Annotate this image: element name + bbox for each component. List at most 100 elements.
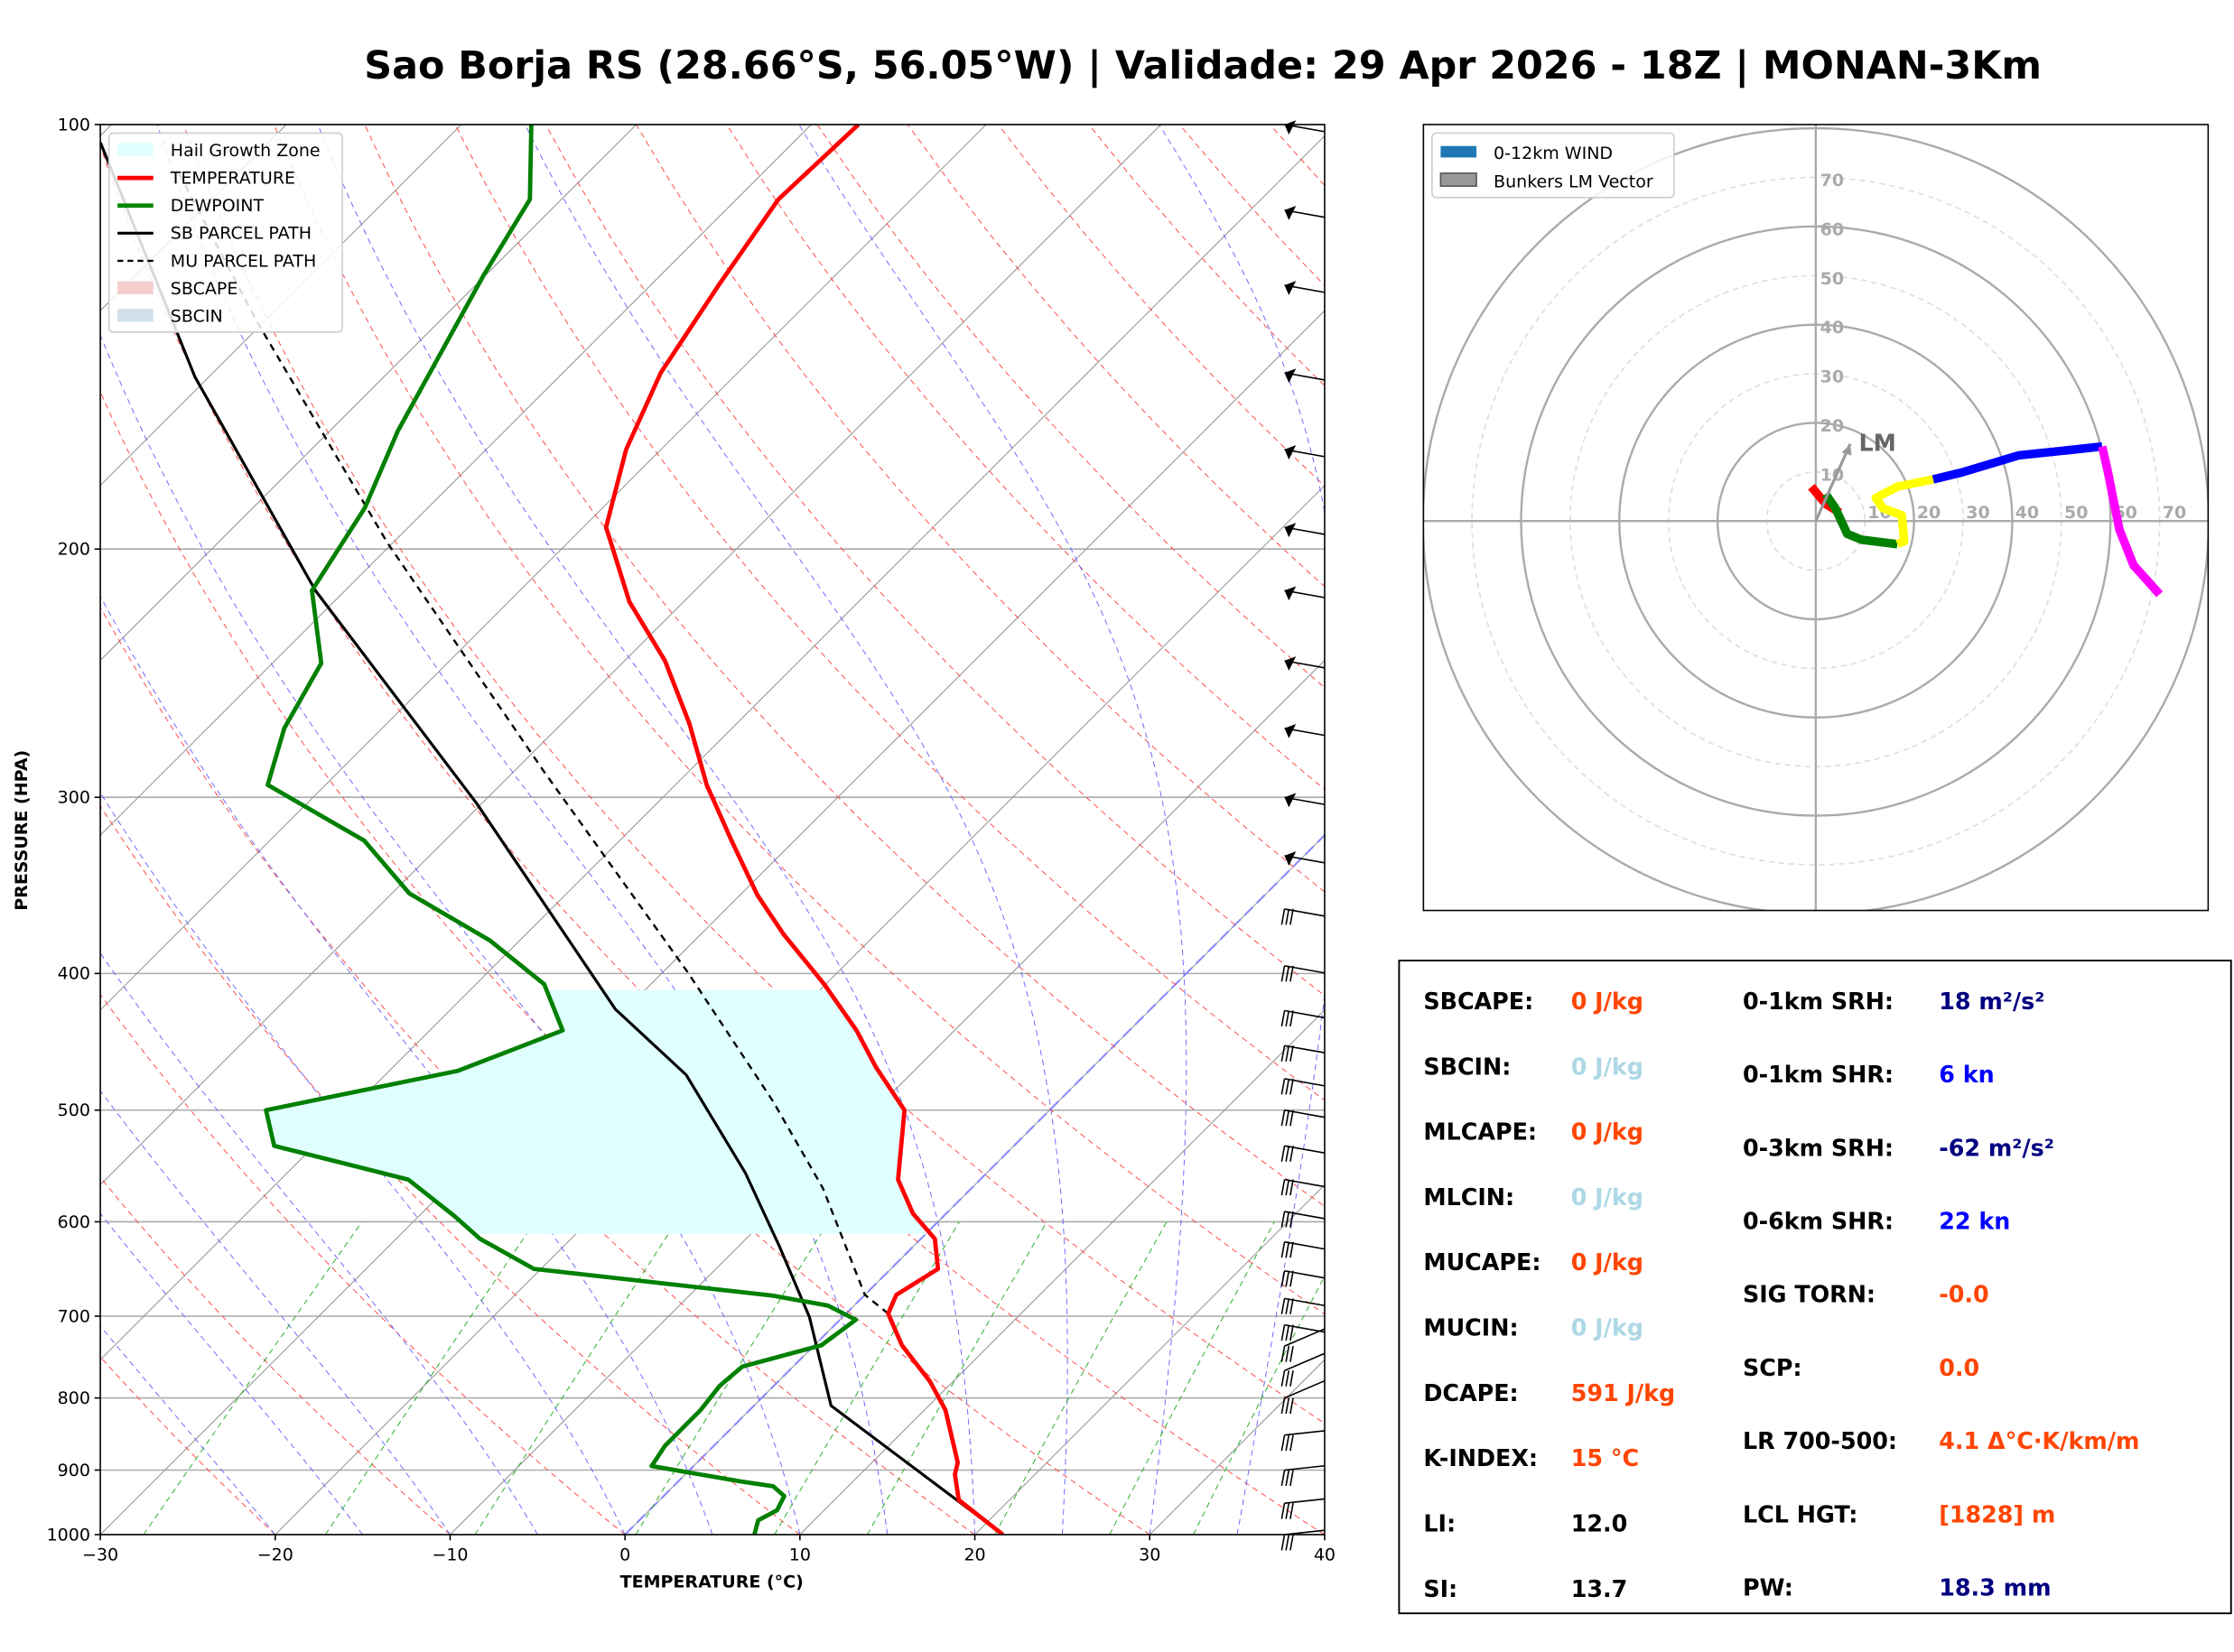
wind-barb [1280, 1109, 1326, 1127]
wind-barb [1284, 281, 1326, 296]
stat-value: [1828] m [1939, 1500, 2055, 1527]
legend-label: Bunkers LM Vector [1494, 172, 1653, 192]
dry-adiabat [454, 124, 1325, 1101]
y-tick-label: 400 [58, 964, 90, 984]
barb-tick [1289, 908, 1294, 925]
wind-barb [1280, 1009, 1326, 1027]
mixing-ratio-line [324, 1221, 535, 1535]
barb-shaft [1284, 1352, 1326, 1371]
wind-barb [1280, 1323, 1326, 1341]
ring-label-horizontal: 70 [2163, 503, 2186, 523]
wind-barb [1280, 1498, 1326, 1519]
hodograph-segment [1821, 491, 1898, 549]
x-tick-label: 30 [1139, 1545, 1160, 1565]
barb-tick [1289, 1298, 1294, 1314]
stat-value: 22 kn [1939, 1208, 2010, 1235]
stat-value: 18 m²/s² [1939, 988, 2044, 1015]
barb-tick [1289, 1078, 1294, 1095]
barb-tick [1285, 1397, 1290, 1415]
stat-label: LCL HGT: [1743, 1500, 1857, 1527]
x-tick-label: 20 [963, 1545, 985, 1565]
barb-tick [1289, 1324, 1294, 1341]
wind-barb [1280, 1297, 1326, 1314]
barb-tick [1280, 1109, 1286, 1127]
wind-barb [1280, 1464, 1326, 1487]
stat-label: K-INDEX: [1423, 1444, 1538, 1471]
barb-shaft [1284, 1044, 1326, 1053]
wind-barb [1284, 723, 1326, 738]
barb-tick [1289, 1397, 1294, 1415]
barb-tick [1289, 1434, 1294, 1452]
barb-flag [1284, 851, 1297, 866]
stat-label: LR 700-500: [1743, 1427, 1897, 1454]
barb-tick [1285, 1109, 1290, 1127]
y-tick-label: 900 [58, 1461, 90, 1480]
barb-tick [1280, 1434, 1286, 1452]
x-tick-label: −30 [82, 1545, 118, 1565]
hail-growth-zone [265, 989, 931, 1234]
barb-tick [1280, 908, 1286, 925]
x-axis-label: TEMPERATURE (°C) [620, 1573, 804, 1592]
barb-tick [1289, 1503, 1294, 1519]
isotherm [100, 135, 1325, 1361]
dry-adiabat [100, 994, 626, 1535]
hodograph-segment [2098, 445, 2164, 598]
mixing-ratio-line [994, 1221, 1168, 1535]
ring-label-vertical: 30 [1820, 367, 1844, 387]
stat-value: 18.3 mm [1939, 1574, 2051, 1601]
barb-tick [1285, 1270, 1290, 1287]
stat-label: 0-6km SHR: [1743, 1208, 1894, 1235]
y-tick-label: 200 [58, 540, 90, 560]
wind-barb [1280, 1430, 1326, 1452]
legend-swatch [117, 281, 154, 294]
moist-adiabat [156, 124, 889, 1535]
barb-tick [1285, 1298, 1290, 1314]
isotherm [450, 659, 1325, 1535]
barb-flag [1284, 206, 1297, 220]
wind-barb [1284, 656, 1326, 671]
figure-title: Sao Borja RS (28.66°S, 56.05°W) | Valida… [364, 43, 2042, 88]
barb-shaft [1284, 1464, 1326, 1471]
dry-adiabat [100, 391, 1150, 1535]
y-tick-label: 600 [58, 1212, 90, 1232]
wind-barb [1280, 1269, 1326, 1287]
stat-value: 0.0 [1939, 1354, 1979, 1381]
barb-tick [1289, 1270, 1294, 1287]
y-tick-label: 500 [58, 1100, 90, 1120]
stat-label: LI: [1423, 1509, 1456, 1536]
wind-barb [1284, 445, 1326, 460]
bunkers-lm-label: LM [1858, 430, 1895, 457]
stat-value: -0.0 [1939, 1281, 1988, 1308]
dry-adiabat [636, 124, 1325, 893]
stat-value: 591 J/kg [1571, 1379, 1675, 1406]
mixing-ratio-line [774, 1221, 960, 1535]
y-tick-label: 800 [58, 1388, 90, 1408]
legend-label: SB PARCEL PATH [171, 224, 312, 244]
barb-tick [1280, 1270, 1286, 1287]
barb-tick [1280, 1146, 1286, 1162]
dry-adiabat [100, 1356, 276, 1535]
wind-barb [1280, 1211, 1326, 1228]
dry-adiabat [816, 124, 1325, 689]
dewpoint-line [264, 124, 859, 1535]
isotherm [799, 1009, 1325, 1535]
barb-shaft [1284, 908, 1326, 917]
legend-swatch [1440, 145, 1477, 158]
hodograph-segment [1931, 441, 2103, 484]
barb-shaft [1284, 1379, 1326, 1399]
wind-barb [1284, 120, 1326, 135]
barb-tick [1289, 1211, 1294, 1228]
wind-barb [1284, 206, 1326, 220]
x-tick-label: 0 [619, 1545, 630, 1565]
barb-tick [1285, 1370, 1290, 1387]
barb-tick [1280, 1370, 1286, 1387]
barb-tick [1285, 1045, 1290, 1062]
barb-tick [1289, 965, 1294, 982]
dry-adiabat [726, 124, 1325, 791]
isotherm [100, 310, 1325, 1535]
y-tick-label: 700 [58, 1306, 90, 1326]
barb-tick [1289, 1010, 1294, 1027]
barb-tick [1280, 1241, 1286, 1258]
wind-barb [1280, 1078, 1326, 1095]
